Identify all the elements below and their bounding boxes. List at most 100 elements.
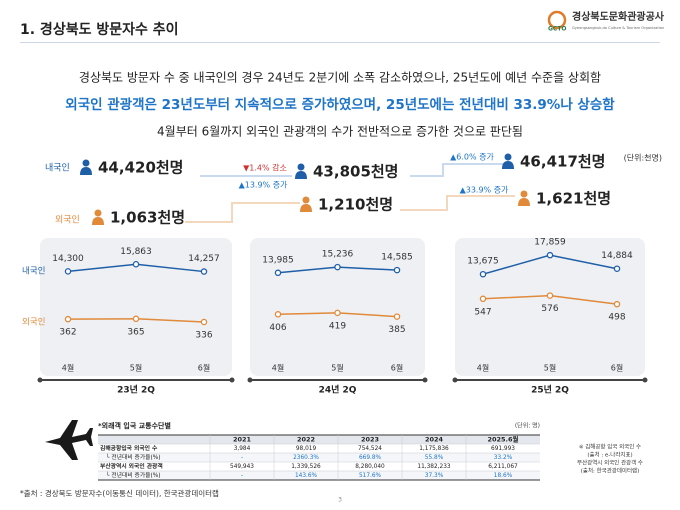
connector: [410, 163, 505, 177]
data-point: [64, 268, 72, 275]
quarter-label: 23년 2Q: [117, 384, 155, 396]
connector: [400, 195, 515, 211]
table-cell: 691,993: [491, 446, 515, 452]
total-value: 46,417천명: [520, 153, 605, 171]
month-label: 5월: [130, 363, 142, 373]
table-cell: 6,211,067: [488, 464, 518, 470]
month-label: 5월: [331, 363, 343, 373]
person-icon: [504, 153, 512, 161]
table-cell: 1,175,836: [419, 446, 449, 452]
table-cell: 11,382,233: [417, 464, 451, 470]
unit-label: (단위:천명): [624, 153, 662, 163]
panel-background: [40, 238, 232, 376]
connector: [185, 202, 300, 223]
data-label: 576: [541, 304, 558, 314]
person-icon: [302, 196, 310, 204]
month-label: 4월: [477, 363, 489, 373]
data-label: 498: [608, 313, 625, 323]
person-icon: [80, 167, 92, 175]
person-icon: [92, 217, 104, 225]
table-cell: 33.2%: [494, 455, 513, 461]
data-point: [393, 313, 401, 320]
data-point: [64, 315, 72, 323]
data-label: 15,863: [120, 247, 152, 257]
table-cell: 1,339,526: [291, 464, 321, 470]
data-label: 17,859: [534, 238, 566, 248]
change-label: ▲33.9% 증가: [460, 186, 509, 195]
data-point: [546, 251, 554, 259]
note: 부산광역시 외국인 관광객 수: [577, 459, 643, 467]
month-label: 4월: [272, 363, 284, 373]
person-icon: [300, 204, 312, 212]
table-cell: └ 전년대비 증가율(%): [106, 453, 161, 461]
table-row-bg: [98, 471, 540, 480]
table-cell: 143.6%: [295, 473, 318, 479]
note: ※ 김해공항 입국 외국인 수: [579, 443, 641, 451]
person-icon: [94, 209, 102, 217]
data-point: [479, 270, 487, 278]
logo-english: Gyeongsangbuk-do Culture & Tourism Organ…: [572, 26, 664, 30]
month-label: 5월: [544, 363, 556, 373]
table-header: 2022: [297, 436, 315, 444]
panel-background: [455, 238, 645, 376]
logo-mark: [547, 10, 567, 30]
table-cell: 549,943: [230, 464, 254, 470]
person-icon: [82, 159, 90, 167]
data-point: [200, 268, 208, 275]
data-point: [479, 295, 487, 303]
data-point: [334, 309, 341, 317]
table-row-bg: [98, 453, 540, 462]
table-cell: 8,280,040: [355, 464, 385, 470]
data-point: [613, 265, 621, 272]
table-title: *외래객 입국 교통수단별: [98, 421, 171, 430]
panel-background: [250, 238, 425, 376]
table-cell: 김해공항입국 외국인 수: [100, 444, 158, 452]
table-header: 2023: [361, 436, 379, 444]
person-icon: [518, 198, 530, 206]
month-label: 6월: [611, 363, 623, 373]
quarter-bar-end: [247, 377, 253, 383]
data-label: 14,257: [188, 254, 220, 264]
summary-line: 외국인 관광객은 23년도부터 지속적으로 증가하였으며, 25년도에는 전년대…: [65, 96, 615, 113]
table-cell: 2360.3%: [293, 455, 319, 461]
person-icon: [295, 171, 307, 179]
change-label: ▲6.0% 증가: [450, 153, 494, 162]
table-cell: 부산광역시 외국인 관광객: [100, 462, 163, 470]
table-header: 2025.6월: [487, 435, 518, 444]
note: (출처: 한국관광데이터랩): [581, 467, 640, 475]
airplane-icon: [45, 420, 93, 460]
data-label: 13,985: [262, 255, 294, 265]
logo-abbr: GCTO: [548, 26, 567, 33]
data-point: [613, 300, 621, 308]
table-cell: -: [241, 473, 243, 479]
data-label: 406: [269, 323, 286, 333]
month-label: 6월: [391, 363, 403, 373]
data-label: 14,300: [52, 254, 84, 264]
table-cell: 98,019: [296, 446, 317, 452]
table-cell: 37.3%: [425, 473, 444, 479]
data-label: 419: [329, 321, 346, 331]
total-value: 44,420천명: [98, 159, 183, 177]
quarter-label: 25년 2Q: [531, 384, 569, 396]
table-header-bg: [98, 435, 540, 444]
page-number: 3: [338, 497, 342, 504]
data-label: 385: [388, 325, 405, 335]
note: (출처 : e-나라지표): [587, 451, 632, 459]
footer-source: *출처 : 경상북도 방문자수(이동통신 데이터), 한국관광데이터랩: [20, 488, 219, 498]
summary-line: 경상북도 방문자 수 중 내국인의 경우 24년도 2분기에 소폭 감소하였으나…: [79, 71, 601, 85]
side-label: 외국인: [22, 317, 45, 328]
total-value: 1,210천명: [318, 196, 393, 214]
data-label: 362: [59, 328, 76, 338]
table-cell: 3,984: [234, 446, 251, 452]
data-label: 547: [474, 307, 491, 317]
series-label: 내국인: [45, 163, 70, 174]
quarter-bar-end: [642, 377, 648, 383]
table-cell: -: [241, 455, 243, 461]
table-cell: 669.8%: [359, 455, 382, 461]
page-title: 1. 경상북도 방문자수 추이: [20, 21, 178, 38]
data-label: 15,236: [322, 250, 354, 260]
change-label: ▼1.4% 감소: [243, 163, 287, 173]
table-cell: 517.6%: [359, 473, 382, 479]
quarter-bar-end: [229, 377, 235, 383]
quarter-bar-end: [422, 377, 428, 383]
